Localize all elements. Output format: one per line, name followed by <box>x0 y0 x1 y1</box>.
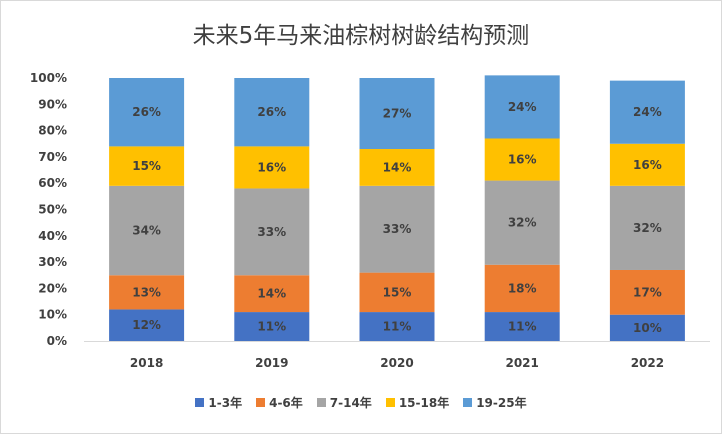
data-label: 14% <box>257 287 286 301</box>
bar-segment <box>359 78 435 150</box>
y-tick-label: 50% <box>38 203 67 217</box>
bar-segment <box>609 314 685 341</box>
data-label: 11% <box>508 320 537 334</box>
bar-segment <box>234 312 310 341</box>
bar-segment <box>484 75 560 139</box>
x-tick-label: 2021 <box>505 356 538 370</box>
data-label: 15% <box>132 159 161 173</box>
bar-segment <box>109 309 185 341</box>
bar-segment <box>609 80 685 144</box>
y-tick-label: 70% <box>38 150 67 164</box>
bar-segment <box>484 264 560 313</box>
x-tick-label: 2018 <box>130 356 163 370</box>
data-label: 18% <box>508 281 537 295</box>
data-label: 11% <box>383 320 412 334</box>
bar-segment <box>109 275 185 310</box>
y-tick-label: 90% <box>38 97 67 111</box>
legend-item: 7-14年 <box>316 394 372 411</box>
bar-segment <box>109 185 185 276</box>
data-label: 26% <box>257 105 286 119</box>
data-label: 17% <box>633 285 662 299</box>
data-label: 15% <box>383 285 412 299</box>
data-label: 33% <box>383 222 412 236</box>
bar-segment <box>609 269 685 315</box>
legend-label: 15-18年 <box>398 396 450 410</box>
chart-title: 未来5年马来油棕树树龄结构预测 <box>192 23 530 49</box>
bar-segment <box>234 78 310 147</box>
data-label: 24% <box>508 100 537 114</box>
bar-segment <box>234 275 310 313</box>
data-label: 12% <box>132 318 161 332</box>
legend-label: 1-3年 <box>208 396 243 410</box>
data-label: 11% <box>257 320 286 334</box>
y-tick-label: 10% <box>38 308 67 322</box>
data-label: 34% <box>132 224 161 238</box>
data-label: 14% <box>383 160 412 174</box>
legend-item: 15-18年 <box>385 394 450 411</box>
x-tick-label: 2022 <box>631 356 664 370</box>
bar-segment <box>359 185 435 273</box>
bar-segment <box>484 312 560 341</box>
legend-label: 19-25年 <box>476 396 527 410</box>
y-tick-label: 60% <box>38 176 67 190</box>
legend-swatch <box>195 398 205 407</box>
legend-label: 4-6年 <box>269 396 303 410</box>
legend-label: 7-14年 <box>329 396 372 410</box>
x-tick-label: 2019 <box>255 356 288 370</box>
bar-segment <box>359 272 435 313</box>
data-label: 10% <box>633 321 662 335</box>
legend-swatch <box>256 398 266 407</box>
bar-segment <box>609 143 685 186</box>
y-tick-label: 0% <box>47 334 67 348</box>
data-label: 33% <box>257 225 286 239</box>
legend-item: 1-3年 <box>195 394 242 411</box>
data-label: 32% <box>633 221 662 235</box>
data-label: 16% <box>633 158 662 172</box>
data-label: 24% <box>633 105 662 119</box>
bar-segment <box>234 188 310 276</box>
bar-segment <box>109 146 185 186</box>
bar-segment <box>484 138 560 181</box>
y-tick-label: 80% <box>38 124 67 138</box>
bar-segment <box>234 146 310 189</box>
y-tick-label: 20% <box>38 281 67 295</box>
data-label: 27% <box>383 107 412 121</box>
legend-swatch <box>463 398 473 407</box>
bar-segment <box>359 149 435 186</box>
data-label: 32% <box>508 216 537 230</box>
bar-segment <box>359 312 435 341</box>
bar-segment <box>609 185 685 270</box>
chart-legend: 1-3年 4-6年 7-14年 15-18年 19-25年 <box>0 394 722 411</box>
bar-segment <box>109 78 185 147</box>
data-label: 26% <box>132 105 161 119</box>
y-tick-label: 100% <box>30 71 67 85</box>
x-tick-label: 2020 <box>380 356 413 370</box>
legend-item: 19-25年 <box>463 394 527 411</box>
legend-swatch <box>316 398 326 407</box>
bar-segment <box>484 180 560 265</box>
legend-item: 4-6年 <box>256 394 303 411</box>
data-label: 16% <box>257 160 286 174</box>
data-label: 16% <box>508 153 537 167</box>
legend-swatch <box>385 398 395 407</box>
y-tick-label: 30% <box>38 255 67 269</box>
data-label: 13% <box>132 285 161 299</box>
y-tick-label: 40% <box>38 229 67 243</box>
